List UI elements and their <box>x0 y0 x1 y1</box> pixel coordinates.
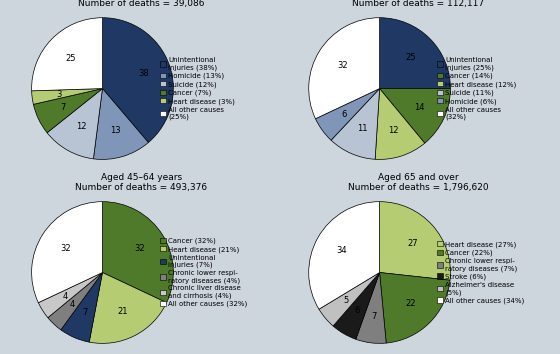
Text: 13: 13 <box>110 126 120 135</box>
Text: 34: 34 <box>336 246 347 256</box>
Wedge shape <box>380 273 450 343</box>
Text: 25: 25 <box>66 53 76 63</box>
Text: 32: 32 <box>134 245 145 253</box>
Wedge shape <box>333 273 380 339</box>
Wedge shape <box>380 202 450 280</box>
Text: 6: 6 <box>342 110 347 119</box>
Text: 7: 7 <box>371 312 377 321</box>
Text: 32: 32 <box>337 61 348 69</box>
Wedge shape <box>48 273 102 330</box>
Wedge shape <box>47 88 102 159</box>
Text: 25: 25 <box>405 53 416 62</box>
Text: 5: 5 <box>343 296 349 305</box>
Text: 6: 6 <box>354 306 360 315</box>
Text: 14: 14 <box>414 103 424 112</box>
Wedge shape <box>31 18 102 91</box>
Legend: Unintentional
injuries (25%), Cancer (14%), Heart disease (12%), Suicide (11%), : Unintentional injuries (25%), Cancer (14… <box>437 57 516 120</box>
Wedge shape <box>356 273 386 343</box>
Wedge shape <box>309 202 380 309</box>
Text: 38: 38 <box>138 69 149 78</box>
Wedge shape <box>89 273 166 343</box>
Text: 22: 22 <box>405 299 416 308</box>
Text: 12: 12 <box>76 122 86 131</box>
Wedge shape <box>31 202 102 303</box>
Wedge shape <box>61 273 102 342</box>
Title: Aged 65 and over
Number of deaths = 1,796,620: Aged 65 and over Number of deaths = 1,79… <box>348 173 489 193</box>
Text: 4: 4 <box>63 292 68 301</box>
Text: 11: 11 <box>357 124 367 133</box>
Title: Aged 25–44 years
Number of deaths = 112,117: Aged 25–44 years Number of deaths = 112,… <box>352 0 484 8</box>
Wedge shape <box>309 18 380 119</box>
Wedge shape <box>315 88 380 140</box>
Text: 3: 3 <box>56 90 62 99</box>
Wedge shape <box>319 273 380 326</box>
Text: 21: 21 <box>117 307 128 316</box>
Title: Aged 45–64 years
Number of deaths = 493,376: Aged 45–64 years Number of deaths = 493,… <box>76 173 208 193</box>
Legend: Cancer (32%), Heart disease (21%), Unintentional
injuries (7%), Chronic lower re: Cancer (32%), Heart disease (21%), Unint… <box>160 238 247 308</box>
Wedge shape <box>32 88 102 104</box>
Wedge shape <box>34 88 102 133</box>
Title: Aged 1–24 years
Number of deaths = 39,086: Aged 1–24 years Number of deaths = 39,08… <box>78 0 205 8</box>
Text: 7: 7 <box>60 103 66 112</box>
Text: 12: 12 <box>388 126 398 135</box>
Text: 27: 27 <box>407 239 418 248</box>
Legend: Unintentional
injuries (38%), Homicide (13%), Suicide (12%), Cancer (7%), Heart : Unintentional injuries (38%), Homicide (… <box>160 57 235 120</box>
Text: 4: 4 <box>70 300 75 309</box>
Wedge shape <box>380 88 450 143</box>
Wedge shape <box>94 88 148 159</box>
Legend: Heart disease (27%), Cancer (22%), Chronic lower respi-
ratory diseases (7%), St: Heart disease (27%), Cancer (22%), Chron… <box>437 241 524 304</box>
Wedge shape <box>331 88 380 159</box>
Text: 32: 32 <box>60 245 71 253</box>
Wedge shape <box>102 202 174 303</box>
Wedge shape <box>102 18 174 143</box>
Text: 7: 7 <box>82 308 88 317</box>
Wedge shape <box>380 18 450 88</box>
Wedge shape <box>375 88 424 159</box>
Wedge shape <box>38 273 102 318</box>
